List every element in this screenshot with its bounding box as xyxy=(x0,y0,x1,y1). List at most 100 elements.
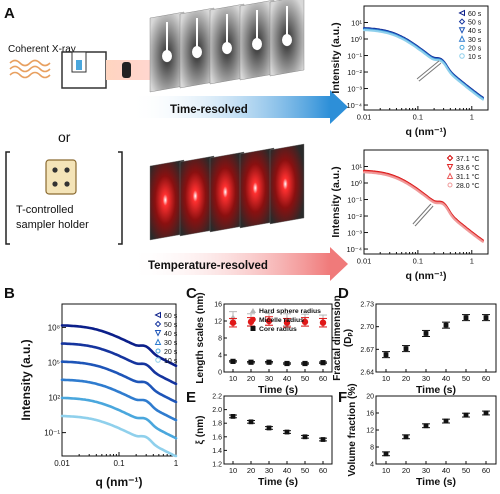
series-2 xyxy=(363,27,484,100)
y-tick-label: 1.2 xyxy=(212,462,222,469)
legend-label: 60 s xyxy=(468,11,482,18)
legend-label: 10 s xyxy=(468,54,482,61)
holder-label-line2: sampler holder xyxy=(16,219,89,231)
legend-marker xyxy=(250,326,256,331)
data-point xyxy=(301,318,309,326)
plot-frame xyxy=(363,149,489,255)
data-point xyxy=(320,360,326,366)
legend-marker xyxy=(154,320,162,328)
y-tick-label: 10⁰ xyxy=(351,179,362,188)
y-axis-label: ξ (nm) xyxy=(195,416,206,445)
series-1 xyxy=(60,342,178,386)
data-point xyxy=(483,410,489,416)
panel-letter-e: E xyxy=(186,389,196,406)
series-3 xyxy=(363,171,484,243)
y-tick-label: 0 xyxy=(218,370,222,377)
legend-marker xyxy=(446,164,454,171)
time-arrow xyxy=(130,96,330,118)
data-point xyxy=(403,346,409,351)
y-tick-label: 2.64 xyxy=(360,370,374,377)
x-tick-label: 60 xyxy=(319,374,327,383)
temperature-arrow-label: Temperature-resolved xyxy=(148,260,268,272)
xray-source-label: Coherent X-ray xyxy=(8,44,76,55)
y-tick-label: 1.8 xyxy=(212,421,222,428)
y-tick-label: 12 xyxy=(214,319,222,326)
y-tick-label: 1.4 xyxy=(212,448,222,455)
legend-marker xyxy=(154,338,162,345)
x-tick-label: 50 xyxy=(462,466,470,475)
plot-frame xyxy=(375,395,497,465)
holder-bracket xyxy=(5,151,123,245)
data-point xyxy=(320,437,326,442)
data-point xyxy=(248,419,254,425)
chart-D: 10 20 30 40 50 60 2.64 2.67 2.70 2.73 Time (s) Frac… xyxy=(332,295,497,396)
x-tick-label: 50 xyxy=(301,466,309,475)
data-point xyxy=(403,434,409,440)
y-tick-label: 2.2 xyxy=(212,394,222,401)
data-point xyxy=(423,331,429,336)
y-tick-label: 10⁻¹ xyxy=(347,196,362,205)
legend-marker xyxy=(459,44,465,50)
data-point xyxy=(229,319,237,326)
legend-label: 20 s xyxy=(468,45,482,52)
aperture-icon xyxy=(61,51,107,89)
temperature-arrow xyxy=(130,253,330,275)
x-tick-label: 10 xyxy=(382,374,390,383)
temperature-detector-frames xyxy=(149,143,305,241)
beamstop xyxy=(222,42,232,54)
beamstop xyxy=(252,38,262,50)
data-point xyxy=(230,414,236,419)
panel-letter-a: A xyxy=(4,5,15,22)
y-tick-label: 16 xyxy=(214,302,222,309)
x-tick-label: 0.1 xyxy=(413,257,423,266)
trend-arrow-inner xyxy=(417,61,441,81)
series-5 xyxy=(60,414,178,458)
y-tick-label: 8 xyxy=(370,445,374,452)
legend-label: 50 s xyxy=(468,20,482,27)
beamstop-arm xyxy=(226,14,228,46)
x-tick-label: 60 xyxy=(482,466,490,475)
legend-marker xyxy=(458,27,466,34)
y-tick-label: 10⁻¹ xyxy=(347,52,362,61)
chart-A-bottom: 0.01 0.1 1 10⁻⁴ 10⁻³ 10⁻² 10⁻¹ 10⁰ 10¹ 37.1 °C33.… xyxy=(330,149,489,282)
y-axis-label: Intensity (a.u.) xyxy=(19,339,33,420)
data-point xyxy=(383,352,389,358)
detector-frame xyxy=(179,155,215,237)
detector-frame xyxy=(149,159,185,241)
chart-F: 10 20 30 40 50 60 4 8 12 16 20 Time (s) Volume fract… xyxy=(347,383,497,488)
beamstop xyxy=(162,50,172,62)
series-4 xyxy=(363,28,484,101)
legend-label: 60 s xyxy=(164,313,178,320)
legend-marker xyxy=(250,308,256,313)
y-tick-label: 12 xyxy=(366,428,374,435)
legend-marker xyxy=(154,330,162,337)
trend-arrow-inner xyxy=(413,204,433,226)
data-point xyxy=(463,412,469,418)
legend-marker xyxy=(155,357,161,363)
series-2 xyxy=(60,360,178,404)
y-tick-label: 10⁻³ xyxy=(347,85,362,94)
legend-label: 20 s xyxy=(164,349,178,356)
data-point xyxy=(383,451,389,457)
data-point xyxy=(284,360,290,367)
detector-frame xyxy=(239,147,275,229)
time-arrow-label: Time-resolved xyxy=(170,104,248,116)
chart-C: 10 20 30 40 50 60 0 4 8 12 16 Time (s) Length scales… xyxy=(195,292,333,396)
plot-frame xyxy=(223,395,333,465)
x-tick-label: 40 xyxy=(283,466,291,475)
y-tick-label: 4 xyxy=(218,353,222,360)
legend-marker xyxy=(458,9,465,17)
sample-icon xyxy=(122,62,131,78)
y-tick-label: 10⁻² xyxy=(347,212,362,221)
series-3 xyxy=(363,28,484,100)
x-tick-label: 20 xyxy=(247,466,255,475)
or-label: or xyxy=(58,129,71,145)
panel-letter-c: C xyxy=(186,285,197,302)
xray-wave-icon xyxy=(9,59,51,79)
legend-label: 37.1 °C xyxy=(456,155,479,163)
x-tick-label: 0.01 xyxy=(357,113,372,122)
data-point xyxy=(284,429,290,435)
data-point xyxy=(443,418,449,424)
